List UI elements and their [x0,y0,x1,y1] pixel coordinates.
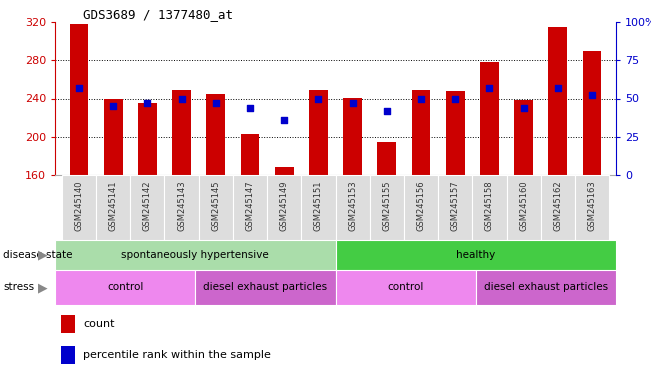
Point [518,104,529,111]
Text: control: control [107,283,143,293]
Text: GSM245155: GSM245155 [382,180,391,231]
Bar [275,167,294,175]
Text: spontaneously hypertensive: spontaneously hypertensive [121,250,269,260]
Bar [130,175,165,240]
Text: GSM245140: GSM245140 [74,180,83,231]
Bar [55,270,195,305]
Bar [195,270,335,305]
Text: count: count [83,319,115,329]
Text: disease state: disease state [3,250,73,260]
Bar [55,240,335,270]
Text: diesel exhaust particles: diesel exhaust particles [203,283,327,293]
Text: GSM245141: GSM245141 [109,180,118,231]
Point [348,100,358,106]
Point [245,104,255,111]
Text: ▶: ▶ [38,248,47,262]
Bar [241,134,259,175]
Bar [96,175,130,240]
Point [210,100,221,106]
Bar [541,175,575,240]
Bar [548,27,567,175]
Text: GSM245163: GSM245163 [588,180,596,231]
Bar [61,315,75,333]
Bar [476,270,616,305]
Text: healthy: healthy [456,250,495,260]
Text: GSM245145: GSM245145 [212,180,220,231]
Bar [62,175,96,240]
Bar [473,175,506,240]
Text: GSM245158: GSM245158 [485,180,494,231]
Bar [335,175,370,240]
Bar [378,142,396,175]
Point [313,96,324,102]
Text: GSM245151: GSM245151 [314,180,323,231]
Text: control: control [387,283,424,293]
Bar [138,103,157,175]
Bar [335,240,616,270]
Bar [480,62,499,175]
Text: GSM245147: GSM245147 [245,180,255,231]
Bar [267,175,301,240]
Bar [404,175,438,240]
Point [279,117,290,123]
Bar [199,175,233,240]
Bar [446,91,465,175]
Point [416,96,426,102]
Point [74,85,84,91]
Text: GSM245160: GSM245160 [519,180,528,231]
Bar [514,100,533,175]
Point [108,103,118,109]
Bar [370,175,404,240]
Text: stress: stress [3,283,35,293]
Text: GSM245157: GSM245157 [450,180,460,231]
Point [484,85,495,91]
Text: GDS3689 / 1377480_at: GDS3689 / 1377480_at [83,8,233,21]
Text: percentile rank within the sample: percentile rank within the sample [83,350,271,360]
Bar [309,90,328,175]
Bar [206,94,225,175]
Point [553,85,563,91]
Bar [335,270,476,305]
Bar [343,98,362,175]
Text: GSM245156: GSM245156 [417,180,426,231]
Bar [506,175,541,240]
Point [142,100,152,106]
Point [176,96,187,102]
Bar [70,24,89,175]
Point [450,96,460,102]
Bar [233,175,267,240]
Bar [301,175,335,240]
Text: ▶: ▶ [38,281,47,294]
Point [381,108,392,114]
Bar [172,90,191,175]
Text: GSM245143: GSM245143 [177,180,186,231]
Bar [165,175,199,240]
Bar [61,346,75,364]
Text: GSM245153: GSM245153 [348,180,357,231]
Bar [438,175,473,240]
Bar [575,175,609,240]
Bar [104,99,122,175]
Text: diesel exhaust particles: diesel exhaust particles [484,283,608,293]
Text: GSM245142: GSM245142 [143,180,152,231]
Text: GSM245162: GSM245162 [553,180,562,231]
Point [587,93,597,99]
Text: GSM245149: GSM245149 [280,180,288,231]
Bar [411,90,430,175]
Bar [583,51,602,175]
